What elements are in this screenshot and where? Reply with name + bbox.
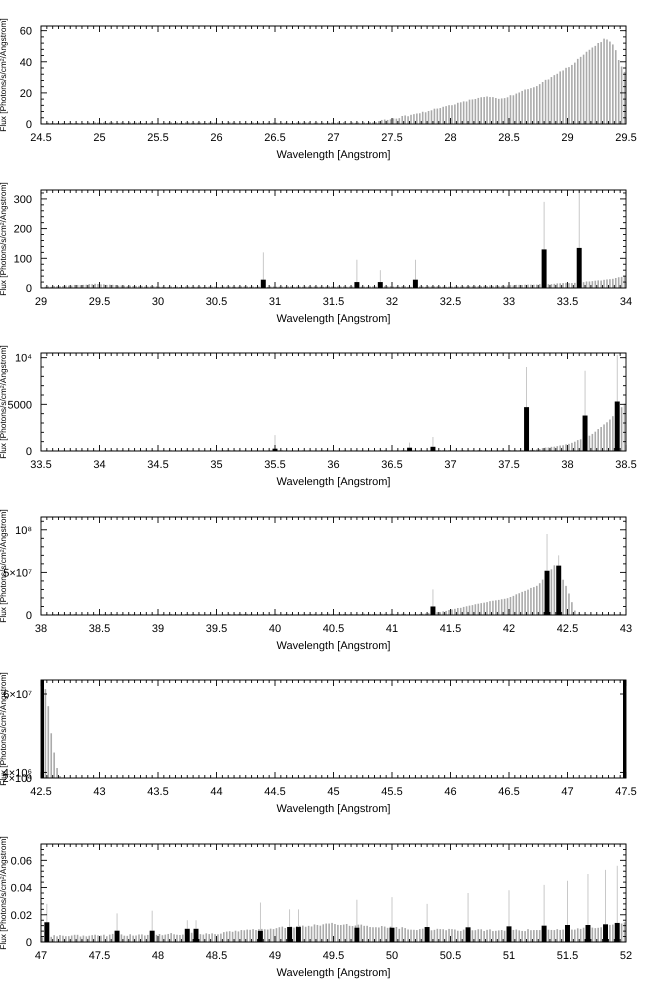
svg-text:40: 40	[20, 57, 32, 69]
svg-text:34: 34	[620, 296, 632, 308]
svg-text:0: 0	[26, 283, 32, 295]
svg-text:27: 27	[327, 132, 339, 144]
svg-text:10⁴: 10⁴	[15, 353, 32, 365]
svg-text:40.5: 40.5	[323, 623, 344, 635]
svg-text:41.5: 41.5	[440, 623, 461, 635]
svg-text:42.5: 42.5	[557, 623, 578, 635]
svg-text:45: 45	[327, 786, 339, 798]
svg-text:28.5: 28.5	[498, 132, 519, 144]
svg-text:60: 60	[20, 26, 32, 38]
svg-text:30: 30	[152, 296, 164, 308]
svg-text:Wavelength [Angstrom]: Wavelength [Angstrom]	[277, 149, 391, 161]
svg-text:Flux [Photons/s/cm²/Angstrom]: Flux [Photons/s/cm²/Angstrom]	[0, 509, 8, 622]
svg-text:26.5: 26.5	[264, 132, 285, 144]
svg-text:Wavelength [Angstrom]: Wavelength [Angstrom]	[277, 313, 391, 325]
svg-text:36: 36	[327, 459, 339, 471]
svg-text:Flux [Photons/s/cm²/Angstrom]: Flux [Photons/s/cm²/Angstrom]	[0, 345, 8, 458]
svg-text:43: 43	[620, 623, 632, 635]
svg-text:29.5: 29.5	[615, 132, 636, 144]
svg-text:39.5: 39.5	[206, 623, 227, 635]
svg-text:33.5: 33.5	[30, 459, 51, 471]
svg-text:33: 33	[503, 296, 515, 308]
svg-text:37: 37	[444, 459, 456, 471]
svg-text:31.5: 31.5	[323, 296, 344, 308]
svg-text:38.5: 38.5	[89, 623, 110, 635]
svg-text:39: 39	[152, 623, 164, 635]
svg-text:46.5: 46.5	[498, 786, 519, 798]
svg-text:34: 34	[93, 459, 105, 471]
svg-text:36.5: 36.5	[381, 459, 402, 471]
svg-text:32.5: 32.5	[440, 296, 461, 308]
svg-text:35: 35	[210, 459, 222, 471]
svg-text:10⁸: 10⁸	[15, 524, 32, 536]
svg-text:30.5: 30.5	[206, 296, 227, 308]
svg-text:29: 29	[561, 132, 573, 144]
svg-text:42.5: 42.5	[30, 786, 51, 798]
svg-text:40: 40	[269, 623, 281, 635]
svg-text:Flux [Photons/s/cm²/Angstrom]: Flux [Photons/s/cm²/Angstrom]	[0, 18, 8, 131]
svg-text:33.5: 33.5	[557, 296, 578, 308]
svg-text:38: 38	[35, 623, 47, 635]
svg-text:29.5: 29.5	[89, 296, 110, 308]
svg-text:200: 200	[14, 223, 32, 235]
svg-text:44: 44	[210, 786, 222, 798]
svg-text:Wavelength [Angstrom]: Wavelength [Angstrom]	[277, 640, 391, 652]
svg-text:100: 100	[14, 253, 32, 265]
svg-text:20: 20	[20, 88, 32, 100]
svg-text:43: 43	[93, 786, 105, 798]
svg-text:Wavelength [Angstrom]: Wavelength [Angstrom]	[277, 476, 391, 488]
svg-text:24.5: 24.5	[30, 132, 51, 144]
svg-text:5000: 5000	[8, 399, 32, 411]
svg-text:31: 31	[269, 296, 281, 308]
svg-text:42: 42	[503, 623, 515, 635]
svg-text:47: 47	[561, 786, 573, 798]
svg-text:41: 41	[386, 623, 398, 635]
svg-text:300: 300	[14, 193, 32, 205]
svg-text:32: 32	[386, 296, 398, 308]
svg-text:Flux [Photons/s/cm²/Angstrom]: Flux [Photons/s/cm²/Angstrom]	[0, 182, 8, 295]
svg-text:34.5: 34.5	[147, 459, 168, 471]
svg-text:0: 0	[26, 119, 32, 131]
svg-text:46: 46	[444, 786, 456, 798]
svg-text:35.5: 35.5	[264, 459, 285, 471]
svg-text:38: 38	[561, 459, 573, 471]
svg-text:45.5: 45.5	[381, 786, 402, 798]
svg-text:27.5: 27.5	[381, 132, 402, 144]
svg-text:38.5: 38.5	[615, 459, 636, 471]
svg-text:43.5: 43.5	[147, 786, 168, 798]
svg-text:29: 29	[35, 296, 47, 308]
svg-text:47.5: 47.5	[615, 786, 636, 798]
svg-text:44.5: 44.5	[264, 786, 285, 798]
svg-text:37.5: 37.5	[498, 459, 519, 471]
svg-text:0: 0	[26, 610, 32, 622]
svg-text:0: 0	[26, 446, 32, 458]
svg-text:25: 25	[93, 132, 105, 144]
svg-text:26: 26	[210, 132, 222, 144]
svg-text:25.5: 25.5	[147, 132, 168, 144]
svg-text:28: 28	[444, 132, 456, 144]
